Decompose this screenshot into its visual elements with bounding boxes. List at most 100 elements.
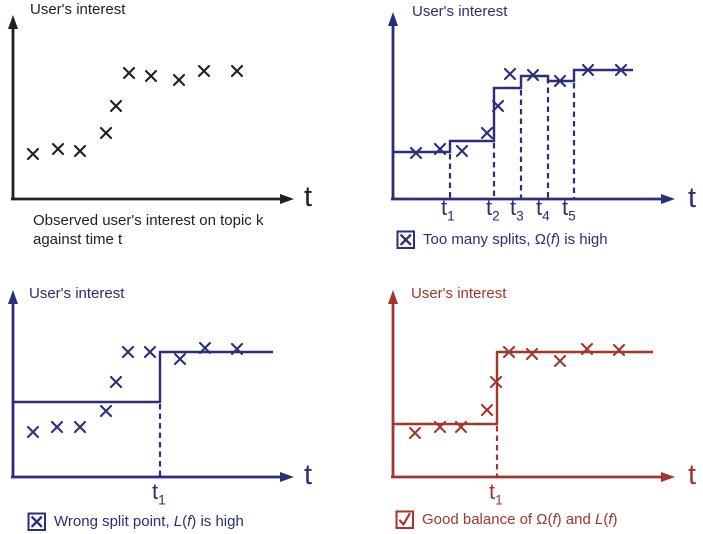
caption-line: Observed user's interest on topic k <box>33 212 264 229</box>
caption-segment: ) and <box>556 511 595 528</box>
panel-too-many-splits-plot <box>388 12 675 204</box>
data-point-x-mark <box>109 99 123 113</box>
data-point-x-mark <box>553 74 567 88</box>
caption-text: Wrong split point, L(f) is high <box>54 512 244 532</box>
caption-segment: ) <box>612 511 618 528</box>
x-axis-arrow-icon <box>280 472 294 482</box>
split-label-letter: t <box>486 195 493 220</box>
caption-segment: L <box>595 511 604 528</box>
split-label-letter: t <box>441 195 448 220</box>
box-x-icon <box>27 512 46 531</box>
caption-segment: Good balance of Ω( <box>422 511 553 528</box>
split-label-letter: t <box>562 195 569 220</box>
split-label-subscript: 1 <box>495 492 503 508</box>
split-label-subscript: 1 <box>447 208 455 224</box>
caption-segment: Wrong split point, <box>54 513 174 530</box>
x-axis-arrow-icon <box>280 194 294 204</box>
data-point-x-mark <box>553 354 567 368</box>
data-point-x-mark <box>612 343 626 357</box>
y-axis-arrow-icon <box>388 290 398 304</box>
caption-line: against time t <box>33 230 123 248</box>
data-point-x-mark <box>99 404 113 418</box>
split-label-t1: t1 <box>441 197 455 223</box>
data-point-x-mark <box>144 69 158 83</box>
step-function-line <box>393 350 653 426</box>
split-label-t3: t3 <box>510 197 524 223</box>
caption-segment: f <box>550 231 556 248</box>
data-point-x-mark <box>614 63 628 77</box>
panel-too-many-splits-caption: Too many splits, Ω(f) is high <box>396 230 608 250</box>
data-point-x-mark <box>173 352 187 366</box>
panel-wrong-split-point-plot <box>8 290 294 482</box>
data-point-x-mark <box>51 142 65 156</box>
caption-segment: Too many splits, Ω( <box>423 231 551 248</box>
data-point-x-mark <box>480 403 494 417</box>
panel-observed-data-plot <box>8 15 294 204</box>
split-label-subscript: 1 <box>158 492 166 508</box>
data-point-x-mark <box>122 66 136 80</box>
data-point-x-mark <box>503 67 517 81</box>
split-label-subscript: 2 <box>492 208 500 224</box>
panel-wrong-split-point-title: User's interest <box>29 285 125 302</box>
data-point-x-mark <box>525 347 539 361</box>
split-label-subscript: 4 <box>542 208 550 224</box>
caption-segment: ( <box>603 511 609 528</box>
data-point-x-mark <box>491 99 505 113</box>
split-label-subscript: 3 <box>516 208 524 224</box>
data-point-x-mark <box>26 147 40 161</box>
panel-good-balance-plot <box>388 290 675 482</box>
split-label-t2: t2 <box>486 197 500 223</box>
data-point-x-mark <box>230 64 244 78</box>
panel-observed-data-x-axis-label: t <box>304 181 313 213</box>
data-point-x-mark <box>455 144 469 158</box>
panel-good-balance-x-axis-label: t <box>688 459 697 491</box>
panel-good-balance-title: User's interest <box>411 285 507 302</box>
box-check-icon <box>395 510 414 529</box>
panel-too-many-splits-x-axis-label: t <box>688 182 697 214</box>
data-point-x-mark <box>502 345 516 359</box>
data-point-x-mark <box>99 126 113 140</box>
split-label-letter: t <box>489 479 496 504</box>
step-function-line <box>13 350 273 404</box>
data-point-x-mark <box>172 73 186 87</box>
split-label-t5: t5 <box>562 197 576 223</box>
data-point-x-mark <box>109 375 123 389</box>
caption-segment: f <box>187 513 192 530</box>
data-point-x-mark <box>581 63 595 77</box>
panel-too-many-splits-title: User's interest <box>412 3 508 20</box>
caption-segment: ) is high <box>555 231 608 248</box>
data-point-x-mark <box>480 126 494 140</box>
box-x-icon <box>396 230 415 249</box>
data-point-x-mark <box>50 420 64 434</box>
data-point-x-mark <box>454 420 468 434</box>
step-function-line <box>393 68 633 154</box>
caption-segment: f <box>552 511 557 528</box>
split-label-subscript: 5 <box>568 208 576 224</box>
data-point-x-mark <box>409 146 423 160</box>
x-axis-arrow-icon <box>661 194 675 204</box>
data-point-x-mark <box>121 345 135 359</box>
data-point-x-mark <box>433 142 447 156</box>
data-point-x-mark <box>73 420 87 434</box>
split-label-t1: t1 <box>152 481 166 507</box>
x-axis-arrow-icon <box>661 472 675 482</box>
panel-observed-data-caption: Observed user's interest on topic k again… <box>33 212 263 249</box>
data-point-x-mark <box>580 342 594 356</box>
y-axis-arrow-icon <box>388 12 398 26</box>
caption-text: Too many splits, Ω(f) is high <box>423 230 608 250</box>
y-axis-arrow-icon <box>8 290 18 304</box>
data-point-x-mark <box>198 341 212 355</box>
data-point-x-mark <box>230 342 244 356</box>
panel-wrong-split-point-caption: Wrong split point, L(f) is high <box>27 512 244 532</box>
panel-wrong-split-point-x-axis-label: t <box>304 459 313 491</box>
split-label-letter: t <box>536 195 543 220</box>
caption-segment: ) is high <box>191 513 244 530</box>
caption-segment: L <box>173 513 183 530</box>
split-label-t4: t4 <box>536 197 550 223</box>
caption-segment: ( <box>182 513 188 530</box>
data-point-x-mark <box>408 426 422 440</box>
caption-segment: f <box>608 511 613 528</box>
data-point-x-mark <box>526 68 540 82</box>
